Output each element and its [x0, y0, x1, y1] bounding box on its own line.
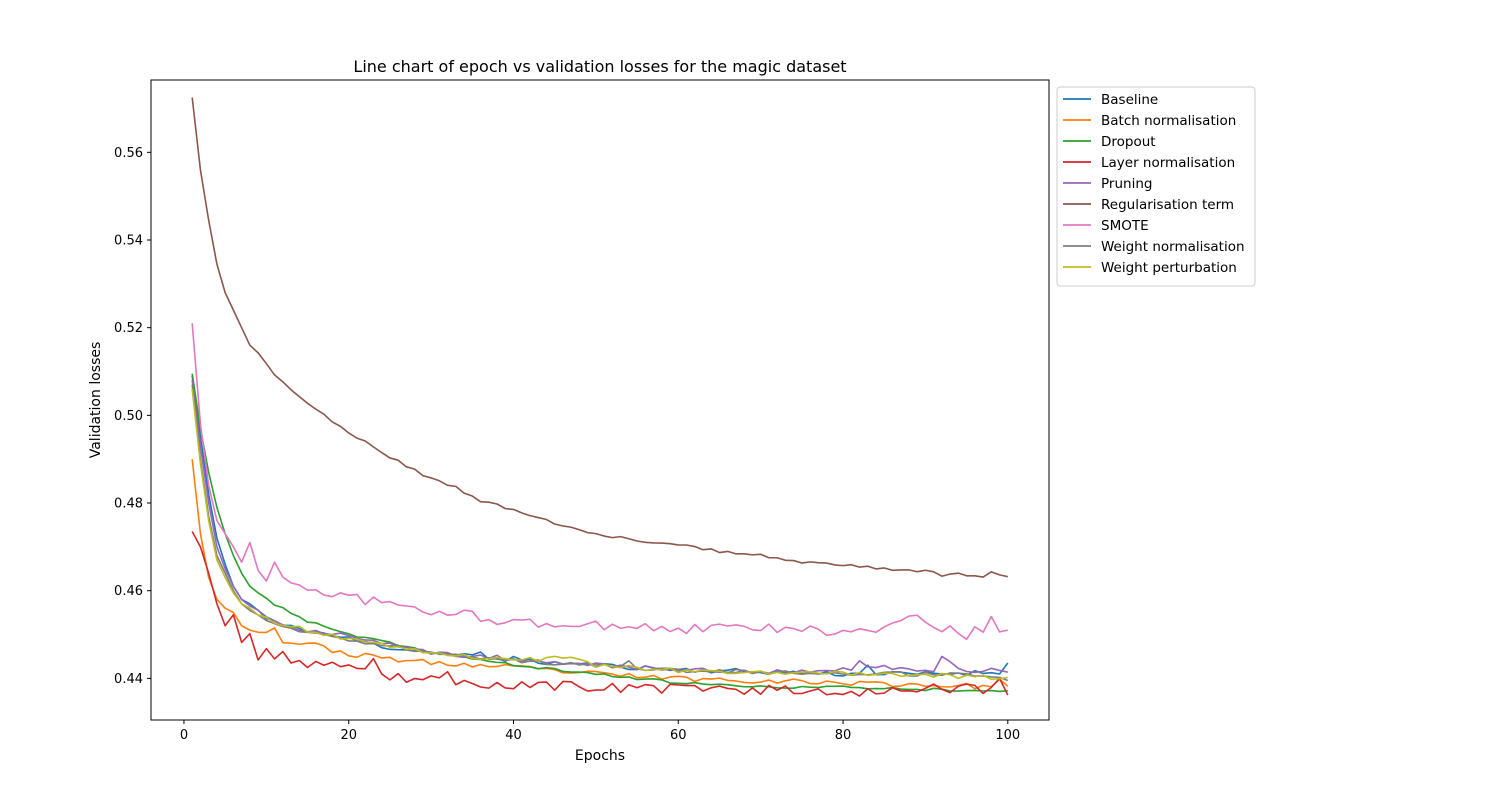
x-tick-label: 100 [995, 728, 1020, 743]
legend: Baseline Batch normalisation Dropout Layer … [1056, 86, 1256, 287]
y-tick-label: 0.52 [114, 321, 143, 336]
series-line-smote [191, 323, 1008, 641]
legend-box [1056, 86, 1256, 287]
x-tick-label: 0 [180, 728, 188, 743]
legend-label-weight-normalisation: Weight normalisation [1101, 239, 1245, 255]
series-line-batch-normalisation [191, 459, 1009, 690]
series-line-regularisation-term [191, 97, 1008, 578]
plot-frame [150, 79, 1050, 721]
series-line-dropout [191, 373, 1008, 693]
legend-label-smote: SMOTE [1101, 218, 1149, 234]
x-tick-label: 40 [505, 728, 522, 743]
series-line-layer-normalisation [191, 531, 1009, 697]
y-axis-label: Validation losses [88, 342, 104, 459]
series-line-pruning [191, 380, 1008, 675]
chart-title: Line chart of epoch vs validation losses… [353, 57, 846, 76]
legend-label-weight-perturbation: Weight perturbation [1101, 260, 1237, 276]
y-tick-label: 0.54 [114, 234, 143, 249]
legend-label-layer-normalisation: Layer normalisation [1101, 155, 1235, 171]
legend-label-pruning: Pruning [1101, 176, 1152, 192]
x-tick-label: 60 [670, 728, 687, 743]
legend-label-batch-normalisation: Batch normalisation [1101, 113, 1236, 129]
x-tick-label: 20 [340, 728, 357, 743]
y-tick-label: 0.56 [114, 146, 143, 161]
x-axis-ticks: 0 20 40 60 80 100 [180, 720, 1020, 743]
legend-label-regularisation-term: Regularisation term [1101, 197, 1234, 213]
y-tick-label: 0.46 [114, 584, 143, 599]
x-axis-label: Epochs [575, 748, 625, 764]
series-line-weight-normalisation [191, 384, 1009, 682]
plot-lines [191, 97, 1009, 697]
y-tick-label: 0.50 [114, 409, 143, 424]
series-line-weight-perturbation [191, 388, 1008, 681]
y-axis-ticks: 0.44 0.46 0.48 0.50 0.52 0.54 0.56 [114, 146, 151, 687]
y-tick-label: 0.48 [114, 497, 143, 512]
x-tick-label: 80 [835, 728, 852, 743]
legend-label-baseline: Baseline [1101, 92, 1158, 108]
y-tick-label: 0.44 [114, 672, 143, 687]
legend-label-dropout: Dropout [1101, 134, 1156, 150]
